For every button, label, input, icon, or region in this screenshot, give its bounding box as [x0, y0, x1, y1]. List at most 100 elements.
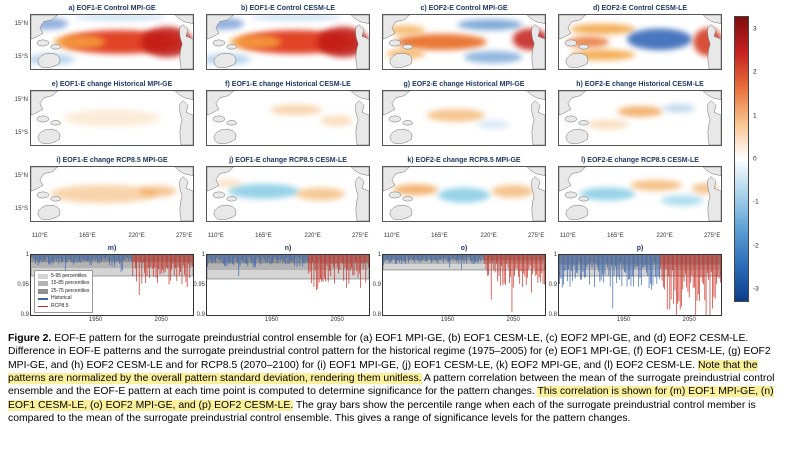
map-canvas-g — [382, 90, 546, 146]
lon-tick-label: 275°E — [703, 233, 721, 239]
caption-text: EOF-E pattern for the surrogate preindus… — [8, 333, 771, 371]
legend-swatch-25-75 — [38, 288, 48, 294]
lat-label-south: 15°S — [14, 206, 28, 212]
y-tick-label: 1 — [553, 252, 557, 258]
map-panel-a: a) EOF1-E Control MPI-GE 15°N 15°S — [15, 4, 194, 80]
lon-tick-label: 275°E — [527, 233, 545, 239]
lon-tick-label: 165°E — [79, 233, 96, 239]
panel-title-i: i) EOF1-E change RCP8.5 MPI-GE — [56, 157, 168, 164]
y-tick-label: 1 — [25, 252, 29, 258]
lon-tick-label: 275°E — [351, 233, 369, 239]
legend-item: RCP8.5 — [38, 303, 89, 311]
panel-title-e: e) EOF1-E change Historical MPI-GE — [51, 81, 173, 88]
x-tick-label: 2050 — [330, 317, 344, 323]
legend-item: Historical — [38, 295, 89, 303]
map-canvas-j — [206, 166, 370, 222]
y-tick-label: 0.95 — [193, 282, 205, 288]
colorbar-tick: -3 — [753, 285, 759, 293]
y-tick-label: 0.8 — [372, 312, 381, 318]
y-tick-label: 1 — [377, 252, 381, 258]
y-tick-label: 0.9 — [372, 282, 381, 288]
x-axis: 1950 2050 — [30, 316, 194, 326]
ts-panel-p: p) 1 0.9 0.8 1950 2050 — [549, 244, 722, 326]
lon-tick-label: 165°E — [255, 233, 272, 239]
map-canvas-a — [30, 14, 194, 70]
colorbar-tick: -1 — [753, 198, 759, 206]
ts-panel-o: o) 1 0.9 0.8 1950 2050 — [373, 244, 546, 326]
legend-swatch-5-95 — [38, 273, 48, 279]
ts-panel-label: n) — [284, 245, 292, 252]
x-axis: 1950 2050 — [382, 316, 546, 326]
map-panel-g: g) EOF2-E change Historical MPI-GE — [382, 80, 546, 156]
caption-figure-number: Figure 2. — [8, 333, 52, 344]
colorbar-tick: -2 — [753, 242, 759, 250]
map-canvas-l — [558, 166, 722, 222]
panel-title-j: j) EOF1-E change RCP8.5 CESM-LE — [229, 157, 347, 164]
legend-label: 5-95 percentiles — [51, 272, 87, 279]
legend-label: Historical — [51, 295, 72, 301]
x-axis: 1950 2050 — [558, 316, 722, 326]
lon-tick-label: 220°E — [480, 233, 497, 239]
legend-label: RCP8.5 — [51, 302, 69, 309]
figure-caption: Figure 2. EOF-E pattern for the surrogat… — [8, 332, 792, 425]
lon-axis: 110°E 165°E 220°E 275°E — [558, 232, 722, 242]
lat-label-south: 15°S — [14, 54, 28, 60]
legend: 5-95 percentiles 15-85 percentiles 25-75… — [34, 269, 94, 313]
map-panel-f: f) EOF1-E change Historical CESM-LE — [206, 80, 370, 156]
y-tick-label: 0.9 — [196, 312, 205, 318]
map-canvas-k — [382, 166, 546, 222]
x-tick-label: 1950 — [88, 317, 103, 323]
lon-axis: 110°E 165°E 220°E 275°E — [382, 232, 546, 242]
lon-tick-label: 165°E — [607, 233, 624, 239]
ts-plot-o: 1 0.9 0.8 — [373, 252, 546, 318]
map-canvas-d — [558, 14, 722, 70]
lat-label-north: 15°N — [14, 173, 28, 179]
ts-panel-label: p) — [636, 245, 644, 252]
lat-label-south: 15°S — [14, 130, 28, 136]
ts-plot-p: 1 0.9 0.8 — [549, 252, 722, 318]
panel-title-a: a) EOF1-E Control MPI-GE — [68, 5, 156, 12]
legend-label: 15-85 percentiles — [51, 280, 90, 286]
x-tick-label: 1950 — [440, 317, 455, 323]
map-panel-i: i) EOF1-E change RCP8.5 MPI-GE 15°N 15°S — [15, 156, 194, 232]
lon-axis: 110°E 165°E 220°E 275°E — [30, 232, 194, 242]
ts-panel-label: o) — [460, 245, 468, 252]
map-canvas-b — [206, 14, 370, 70]
timeseries-row: m) 1 0.95 0.9 5-95 percentiles 15-85 per… — [17, 244, 722, 326]
map-panel-d: d) EOF2-E Control CESM-LE — [558, 4, 722, 80]
y-tick-label: 0.9 — [20, 312, 29, 318]
panel-title-f: f) EOF1-E change Historical CESM-LE — [225, 81, 351, 88]
lon-tick-label: 275°E — [175, 233, 193, 239]
panel-title-b: b) EOF1-E Control CESM-LE — [240, 5, 336, 12]
legend-item: 5-95 percentiles — [38, 273, 89, 281]
y-tick-label: 1 — [201, 252, 205, 258]
panel-title-l: l) EOF2-E change RCP8.5 CESM-LE — [581, 157, 699, 164]
lon-tick-label: 220°E — [656, 233, 673, 239]
lon-tick-label: 220°E — [128, 233, 145, 239]
legend-item: 25-75 percentiles — [38, 288, 89, 296]
caption-text: A pattern correlation between the mean o… — [8, 372, 775, 398]
map-panel-j: j) EOF1-E change RCP8.5 CESM-LE — [206, 156, 370, 232]
y-tick-label: 0.9 — [548, 282, 557, 288]
lon-tick-label: 110°E — [559, 233, 576, 239]
colorbar-tick: 3 — [753, 25, 757, 33]
map-panel-e: e) EOF1-E change Historical MPI-GE 15°N … — [15, 80, 194, 156]
ts-panel-m: m) 1 0.95 0.9 5-95 percentiles 15-85 per… — [17, 244, 194, 326]
lat-label-north: 15°N — [14, 97, 28, 103]
colorbar-tick: 1 — [753, 112, 757, 120]
x-tick-label: 2050 — [506, 317, 520, 323]
map-canvas-c — [382, 14, 546, 70]
lon-tick-label: 110°E — [207, 233, 224, 239]
y-tick-label: 0.95 — [17, 282, 29, 288]
ts-plot-n: 1 0.95 0.9 — [193, 252, 370, 318]
x-tick-label: 2050 — [682, 317, 696, 323]
x-axis: 1950 2050 — [206, 316, 370, 326]
x-tick-label: 1950 — [616, 317, 631, 323]
colorbar-tick: 0 — [753, 155, 757, 163]
map-panel-b: b) EOF1-E Control CESM-LE — [206, 4, 370, 80]
ts-panel-n: n) 1 0.95 0.9 1950 2050 — [193, 244, 370, 326]
panel-title-g: g) EOF2-E change Historical MPI-GE — [403, 81, 525, 88]
panel-title-d: d) EOF2-E Control CESM-LE — [592, 5, 688, 12]
map-canvas-e — [30, 90, 194, 146]
